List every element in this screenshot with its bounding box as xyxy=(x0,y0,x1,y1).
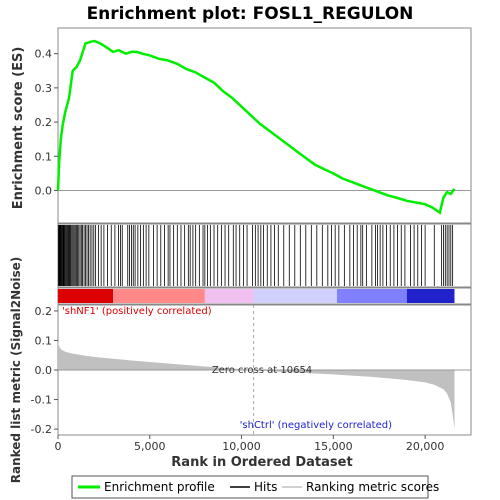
es-y-axis-label: Enrichment score (ES) xyxy=(11,47,26,210)
es-panel: 0.0 0.1 0.2 0.3 0.4 Enrichment score (ES) xyxy=(11,27,472,224)
negative-correlation-label: 'shCtrl' (negatively correlated) xyxy=(240,420,392,431)
zero-cross-label: Zero cross at 10654 xyxy=(212,365,312,376)
metric-y-tick-label: 0.1 xyxy=(35,334,53,347)
colorbar-segment xyxy=(253,289,338,303)
x-tick-label: 20,000 xyxy=(406,440,445,453)
colorbar-segments xyxy=(58,289,455,303)
x-tick-label: 15,000 xyxy=(314,440,353,453)
legend-label-enrichment: Enrichment profile xyxy=(104,480,215,494)
es-plot-frame xyxy=(57,27,472,224)
colorbar-segment xyxy=(337,289,407,303)
metric-y-tick-label: -0.1 xyxy=(31,394,52,407)
x-axis-label: Rank in Ordered Dataset xyxy=(171,455,352,470)
metric-panel: -0.2 -0.1 0.0 0.1 0.2 0 5,000 10,000 15,000 20,0… xyxy=(9,257,472,484)
colorbar-segment xyxy=(113,289,205,303)
hit-lines xyxy=(58,225,454,286)
colorbar-segment xyxy=(58,289,114,303)
enrichment-profile-line xyxy=(56,39,456,215)
legend-label-hits: Hits xyxy=(254,480,277,494)
metric-y-ticks: -0.2 -0.1 0.0 0.1 0.2 xyxy=(31,305,58,436)
hits-frame xyxy=(57,223,472,288)
es-y-tick-label: 0.0 xyxy=(35,185,53,198)
x-tick-label: 0 xyxy=(55,440,62,453)
metric-x-ticks: 0 5,000 10,000 15,000 20,000 xyxy=(55,435,445,453)
x-tick-label: 10,000 xyxy=(222,440,261,453)
es-y-ticks: 0.0 0.1 0.2 0.3 0.4 xyxy=(35,48,58,198)
es-y-tick-label: 0.1 xyxy=(35,150,53,163)
chart-title: Enrichment plot: FOSL1_REGULON xyxy=(87,4,414,24)
es-y-tick-label: 0.4 xyxy=(35,48,53,61)
rank-colorbar xyxy=(57,287,472,305)
x-tick-label: 5,000 xyxy=(134,440,166,453)
hits-panel xyxy=(57,223,472,288)
legend-label-metric: Ranking metric scores xyxy=(306,480,439,494)
legend: Enrichment profile Hits Ranking metric s… xyxy=(71,475,439,499)
colorbar-segment xyxy=(406,289,455,303)
es-y-tick-label: 0.3 xyxy=(35,82,53,95)
colorbar-segment xyxy=(204,289,254,303)
positive-correlation-label: 'shNF1' (positively correlated) xyxy=(62,306,212,317)
metric-y-tick-label: -0.2 xyxy=(31,423,52,436)
metric-y-tick-label: 0.0 xyxy=(35,364,53,377)
metric-y-tick-label: 0.2 xyxy=(35,305,53,318)
metric-y-axis-label: Ranked list metric (Signal2Noise) xyxy=(9,257,23,484)
es-y-tick-label: 0.2 xyxy=(35,116,53,129)
ranking-metric-area xyxy=(58,340,455,430)
